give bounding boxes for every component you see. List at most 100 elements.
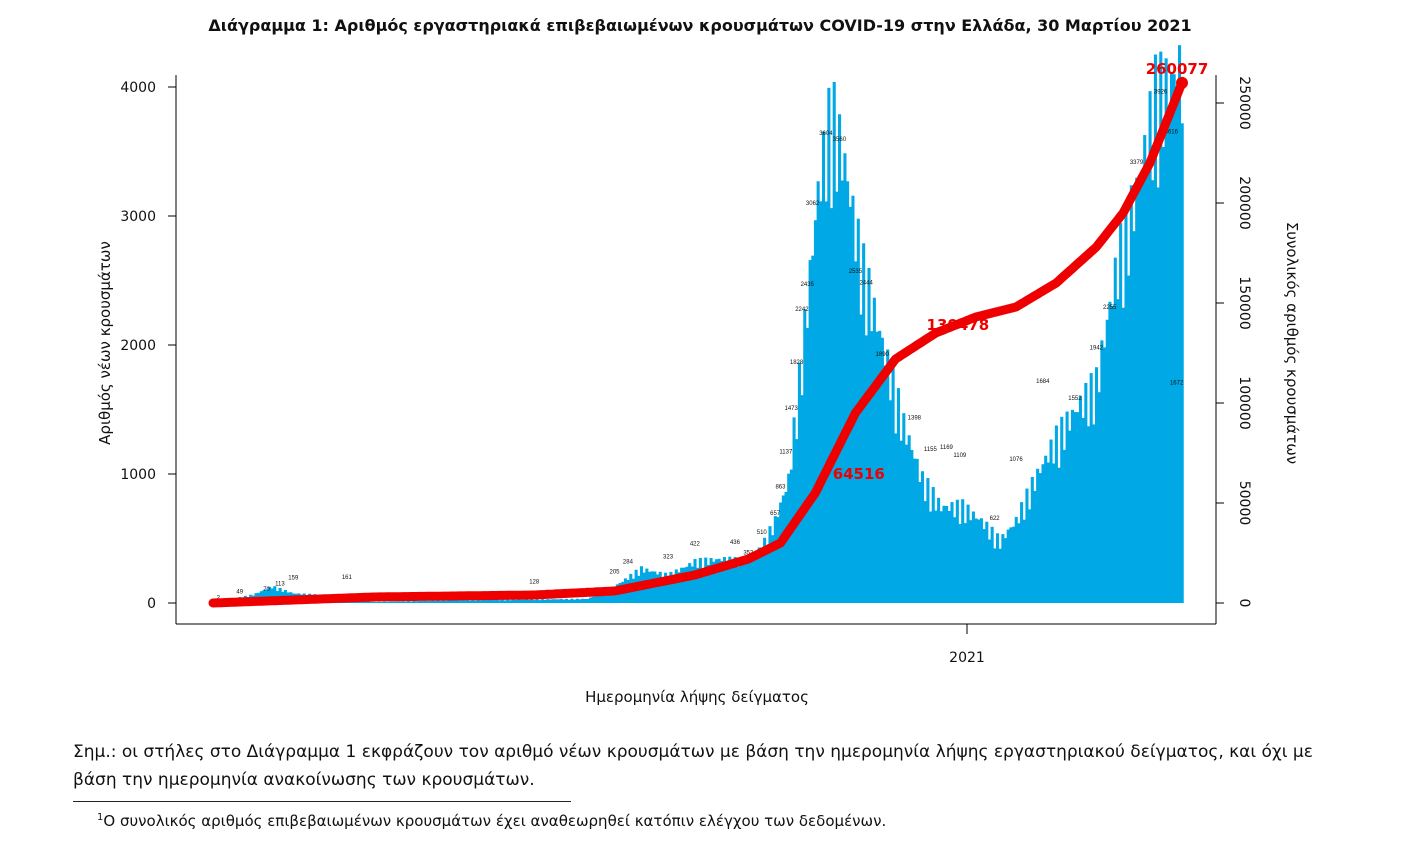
cumulative-annotation: 64516 <box>833 465 885 483</box>
daily-bar <box>415 601 419 603</box>
daily-bar <box>559 599 563 603</box>
daily-bar <box>393 601 397 603</box>
daily-bar <box>1052 463 1056 603</box>
daily-bar <box>498 600 502 603</box>
daily-bar <box>524 599 528 603</box>
daily-bar <box>540 599 544 603</box>
daily-bar <box>773 516 777 603</box>
daily-bar <box>945 505 949 603</box>
daily-bar <box>664 572 668 603</box>
daily-bar <box>923 501 927 603</box>
daily-bar <box>763 537 767 603</box>
daily-bar <box>1132 231 1136 604</box>
daily-bar <box>412 600 416 603</box>
daily-bar <box>473 600 478 603</box>
daily-bar <box>875 331 879 603</box>
daily-bar <box>690 566 694 603</box>
bar-value-label: 622 <box>990 516 1001 522</box>
daily-bar <box>902 413 906 603</box>
daily-bar <box>399 601 403 603</box>
daily-bar <box>391 601 395 603</box>
daily-bar <box>1140 170 1144 603</box>
daily-bar <box>680 567 684 603</box>
bar-value-label: 1828 <box>790 360 804 366</box>
daily-bar <box>441 600 445 603</box>
bar-value-label: 70 <box>263 587 270 593</box>
daily-bar <box>503 600 507 603</box>
daily-bar <box>819 201 823 603</box>
daily-bar <box>1060 416 1064 603</box>
bar-value-label: 1672 <box>1170 380 1184 386</box>
daily-bar <box>1121 307 1125 603</box>
daily-bar <box>1148 91 1152 604</box>
daily-bar <box>1084 382 1088 603</box>
daily-bar <box>364 601 368 603</box>
daily-bar <box>688 563 692 603</box>
daily-bar <box>597 595 601 603</box>
daily-bar <box>1153 54 1157 604</box>
daily-bar <box>838 114 842 603</box>
bar-value-label: 422 <box>690 542 701 548</box>
daily-bar <box>377 601 381 603</box>
daily-bar <box>262 589 266 603</box>
daily-bar <box>586 598 590 603</box>
bar-value-label: 863 <box>775 485 786 491</box>
daily-bar <box>425 600 429 603</box>
daily-bar <box>947 511 951 603</box>
daily-bar <box>744 560 748 603</box>
daily-bar <box>490 599 494 603</box>
daily-bar <box>910 449 914 603</box>
daily-bar <box>747 562 751 603</box>
daily-bar <box>581 598 585 603</box>
daily-bar <box>725 564 729 603</box>
daily-bar <box>602 593 606 603</box>
y-tick-label: 0 <box>147 596 156 612</box>
y-tick-label: 4000 <box>120 80 156 96</box>
daily-bar <box>1177 45 1182 604</box>
bar-value-label: 323 <box>663 554 674 560</box>
daily-bar <box>1054 425 1058 603</box>
daily-bar <box>886 349 890 603</box>
bar-value-label: 1169 <box>940 445 954 451</box>
daily-bar <box>1105 319 1109 603</box>
daily-bar <box>843 153 847 603</box>
daily-bar <box>894 433 898 603</box>
y2-tick-label: 50000 <box>1236 481 1252 526</box>
bar-value-label: 2435 <box>801 282 815 288</box>
daily-bar <box>1143 135 1147 604</box>
daily-bar <box>1124 200 1128 603</box>
bar-value-label: 3062 <box>806 201 820 207</box>
daily-bar <box>1159 51 1163 604</box>
daily-bar <box>1097 392 1101 603</box>
y-axis-right: 0 50000 100000 150000 200000 250000 <box>1216 76 1252 607</box>
daily-bar <box>396 601 400 603</box>
y-tick-label: 3000 <box>120 209 156 225</box>
y2-tick-label: 150000 <box>1236 276 1252 329</box>
daily-bar <box>1119 223 1123 603</box>
daily-bar <box>1070 409 1074 603</box>
daily-bar <box>1108 301 1112 603</box>
daily-bar <box>677 572 681 603</box>
daily-bar <box>1028 509 1032 603</box>
daily-bar <box>821 131 826 603</box>
y-axis-left: 0 1000 2000 3000 4000 <box>120 80 176 612</box>
daily-bar <box>979 518 983 603</box>
daily-bar <box>556 599 561 603</box>
daily-bar <box>1078 396 1083 603</box>
daily-bar <box>859 314 863 603</box>
daily-bar <box>1175 95 1179 603</box>
daily-bar <box>567 599 571 603</box>
daily-bar <box>883 365 887 603</box>
daily-bar <box>492 600 496 603</box>
daily-bar <box>1046 462 1050 603</box>
daily-bar <box>880 337 884 603</box>
daily-bar <box>1065 411 1069 603</box>
daily-bar <box>779 502 783 603</box>
daily-bar <box>1095 367 1099 603</box>
daily-bar <box>728 556 732 603</box>
daily-bar <box>516 599 520 603</box>
daily-bar <box>1020 502 1024 603</box>
x-axis-label: Ημερομηνία λήψης δείγματος <box>585 688 809 706</box>
daily-bar <box>720 561 724 603</box>
footnote-divider <box>73 801 571 802</box>
